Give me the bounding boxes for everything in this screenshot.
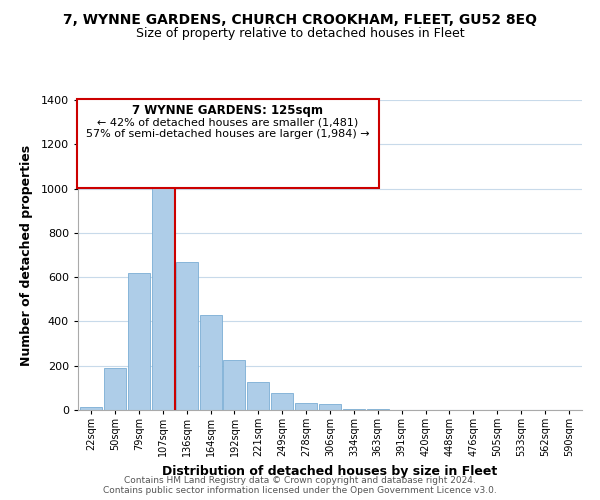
Text: Contains public sector information licensed under the Open Government Licence v3: Contains public sector information licen… — [103, 486, 497, 495]
Bar — [80, 406, 102, 410]
Text: 7 WYNNE GARDENS: 125sqm: 7 WYNNE GARDENS: 125sqm — [133, 104, 323, 117]
Text: 7, WYNNE GARDENS, CHURCH CROOKHAM, FLEET, GU52 8EQ: 7, WYNNE GARDENS, CHURCH CROOKHAM, FLEET… — [63, 12, 537, 26]
Bar — [104, 368, 126, 410]
Bar — [200, 315, 221, 410]
Bar — [295, 404, 317, 410]
Bar — [319, 404, 341, 410]
Bar — [247, 382, 269, 410]
Y-axis label: Number of detached properties: Number of detached properties — [20, 144, 32, 366]
Bar — [271, 394, 293, 410]
Text: ← 42% of detached houses are smaller (1,481): ← 42% of detached houses are smaller (1,… — [97, 118, 359, 128]
Text: 57% of semi-detached houses are larger (1,984) →: 57% of semi-detached houses are larger (… — [86, 129, 370, 139]
Bar — [176, 262, 197, 410]
X-axis label: Distribution of detached houses by size in Fleet: Distribution of detached houses by size … — [163, 464, 497, 477]
Bar — [152, 166, 174, 410]
Text: Contains HM Land Registry data © Crown copyright and database right 2024.: Contains HM Land Registry data © Crown c… — [124, 476, 476, 485]
Text: Size of property relative to detached houses in Fleet: Size of property relative to detached ho… — [136, 28, 464, 40]
Bar — [223, 360, 245, 410]
Bar — [343, 409, 365, 410]
Bar — [128, 272, 150, 410]
Bar — [367, 409, 389, 410]
